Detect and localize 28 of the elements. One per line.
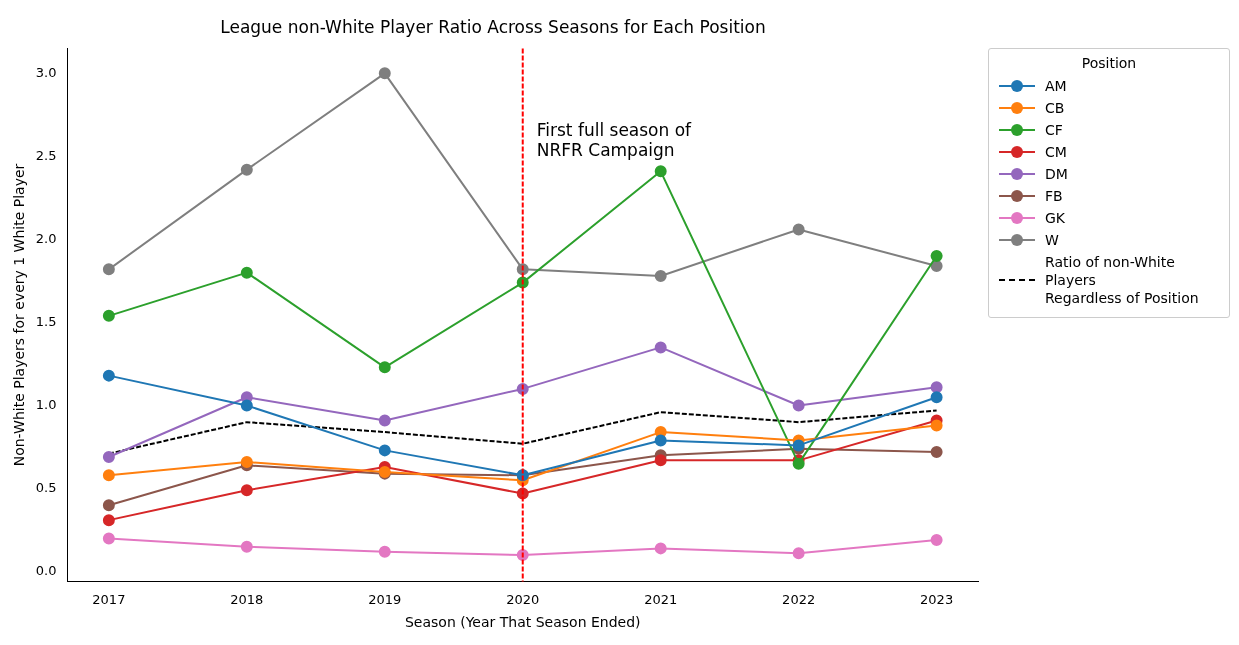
ref-line-label: First full season of NRFR Campaign xyxy=(536,120,693,161)
legend-label: W xyxy=(1045,231,1059,249)
y-tick-label: 3.0 xyxy=(35,64,57,80)
y-tick-label: 2.0 xyxy=(35,230,57,246)
x-tick-label: 2023 xyxy=(920,591,954,607)
x-tick-label: 2017 xyxy=(92,591,126,607)
legend-label: FB xyxy=(1045,187,1063,205)
x-tick-label: 2022 xyxy=(782,591,816,607)
y-axis-title: Non-White Players for every 1 White Player xyxy=(11,163,28,467)
legend-label: CB xyxy=(1045,99,1065,117)
x-tick-label: 2018 xyxy=(230,591,264,607)
y-tick-label: 2.5 xyxy=(35,147,57,163)
legend-label: DM xyxy=(1045,165,1068,183)
x-tick-label: 2020 xyxy=(506,591,540,607)
y-tick-label: 1.0 xyxy=(35,396,57,412)
legend-label: CF xyxy=(1045,121,1063,139)
y-tick-label: 0.0 xyxy=(35,563,57,579)
legend-label: CM xyxy=(1045,143,1067,161)
x-tick-label: 2019 xyxy=(368,591,402,607)
y-tick-label: 1.5 xyxy=(35,313,57,329)
legend-label: GK xyxy=(1045,209,1066,227)
chart-title: League non-White Player Ratio Across Seasons for Each Position xyxy=(220,16,766,37)
y-tick-label: 0.5 xyxy=(35,479,57,495)
legend-label: AM xyxy=(1045,77,1067,95)
legend-title: Position xyxy=(1080,55,1138,71)
x-axis-title: Season (Year That Season Ended) xyxy=(404,614,641,631)
legend-label: Ratio of non-White Players Regardless of Position xyxy=(1045,253,1200,307)
x-tick-label: 2021 xyxy=(644,591,678,607)
